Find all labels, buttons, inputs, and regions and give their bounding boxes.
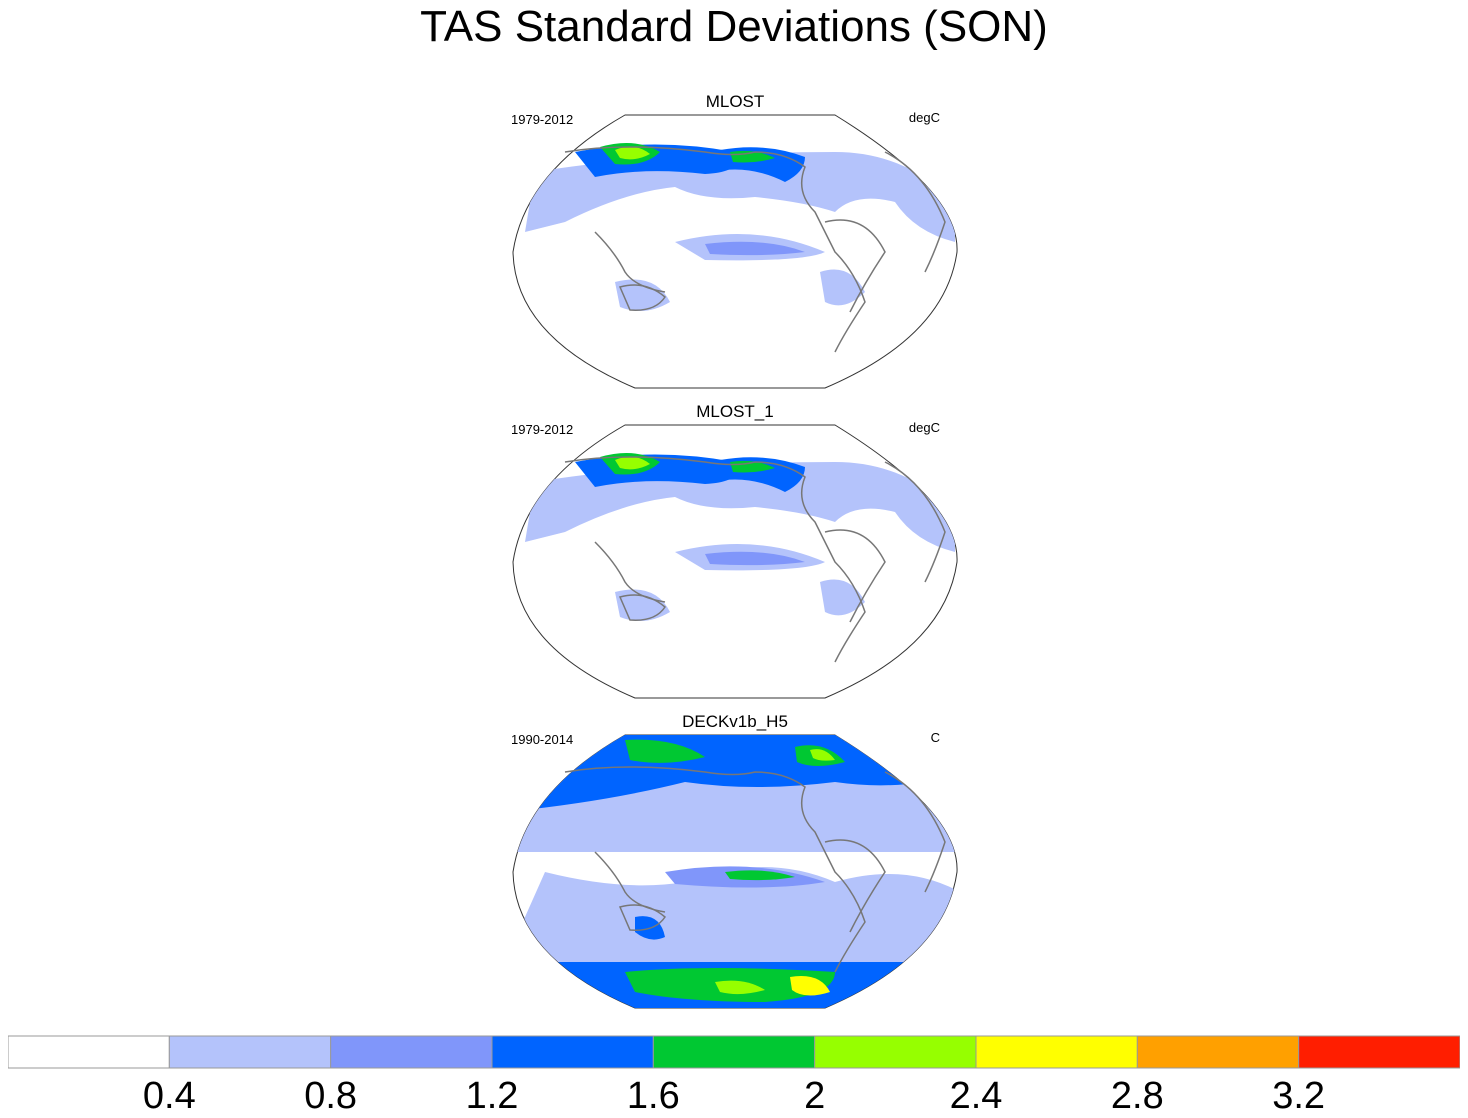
panel-period: 1979-2012 [511, 112, 574, 127]
colorbar-swatch [975, 1035, 1138, 1069]
colorbar-tick-label: 3.2 [1272, 1075, 1326, 1117]
coastlines [564, 456, 946, 663]
contour-level-0.8 [705, 551, 805, 566]
panel-title: MLOST_1 [696, 402, 774, 421]
contour-level-2 [625, 739, 705, 763]
contour-level-0.4 [820, 579, 865, 616]
figure-title: TAS Standard Deviations (SON) [420, 2, 1048, 51]
panel-period: 1979-2012 [511, 422, 574, 437]
contour-level-2.4 [615, 456, 650, 470]
contour-level-1.2 [513, 735, 958, 812]
colorbar [8, 1035, 1460, 1069]
contour-level-0.4 [615, 279, 670, 311]
contour-level-0.4 [525, 462, 955, 552]
contour-fills [525, 453, 955, 621]
panel-units: degC [908, 420, 940, 435]
coastlines [564, 146, 946, 353]
colorbar-swatch [330, 1035, 493, 1069]
colorbar-tick-label: 0.8 [304, 1075, 358, 1117]
colorbar-swatch [814, 1035, 977, 1069]
panel-title: DECKv1b_H5 [682, 712, 788, 731]
contour-level-0.4 [615, 589, 670, 621]
colorbar-swatch [1298, 1035, 1460, 1069]
map-panel-mlost: MLOST 1979-2012 degC [505, 92, 965, 392]
colorbar-tick-label: 2 [804, 1075, 826, 1117]
contour-level-2.8 [790, 976, 830, 996]
world-map [512, 424, 958, 699]
contour-level-2 [725, 870, 795, 881]
map-panel-deckv1b-h5: DECKv1b_H5 1990-2014 C [505, 712, 965, 1012]
colorbar-tick-label: 1.6 [626, 1075, 680, 1117]
contour-level-0.8 [705, 241, 805, 256]
panel-units: degC [908, 110, 940, 125]
colorbar-tick-label: 0.4 [142, 1075, 196, 1117]
colorbar-swatch [8, 1035, 170, 1069]
contour-level-2.4 [715, 980, 765, 995]
coastlines [564, 766, 946, 973]
contour-level-0.4 [820, 269, 865, 306]
colorbar-tick-label: 2.4 [949, 1075, 1003, 1117]
world-map [512, 734, 958, 1009]
panel-title: MLOST [705, 92, 765, 111]
panel-period: 1990-2014 [511, 732, 574, 747]
colorbar-swatch [1136, 1035, 1300, 1069]
colorbar-swatch [491, 1035, 654, 1069]
colorbar-tick-label: 2.8 [1110, 1075, 1164, 1117]
map-panel-mlost-1: MLOST_1 1979-2012 degC [505, 402, 965, 702]
contour-level-2.4 [615, 146, 650, 160]
panel-units: C [930, 730, 940, 745]
colorbar-tick-label: 1.2 [465, 1075, 519, 1117]
world-map [512, 114, 958, 389]
colorbar-swatch [652, 1035, 816, 1069]
contour-level-0.4 [513, 867, 958, 962]
colorbar-swatch [168, 1035, 332, 1069]
contour-level-2.4 [810, 749, 835, 761]
contour-level-0.4 [525, 152, 955, 242]
